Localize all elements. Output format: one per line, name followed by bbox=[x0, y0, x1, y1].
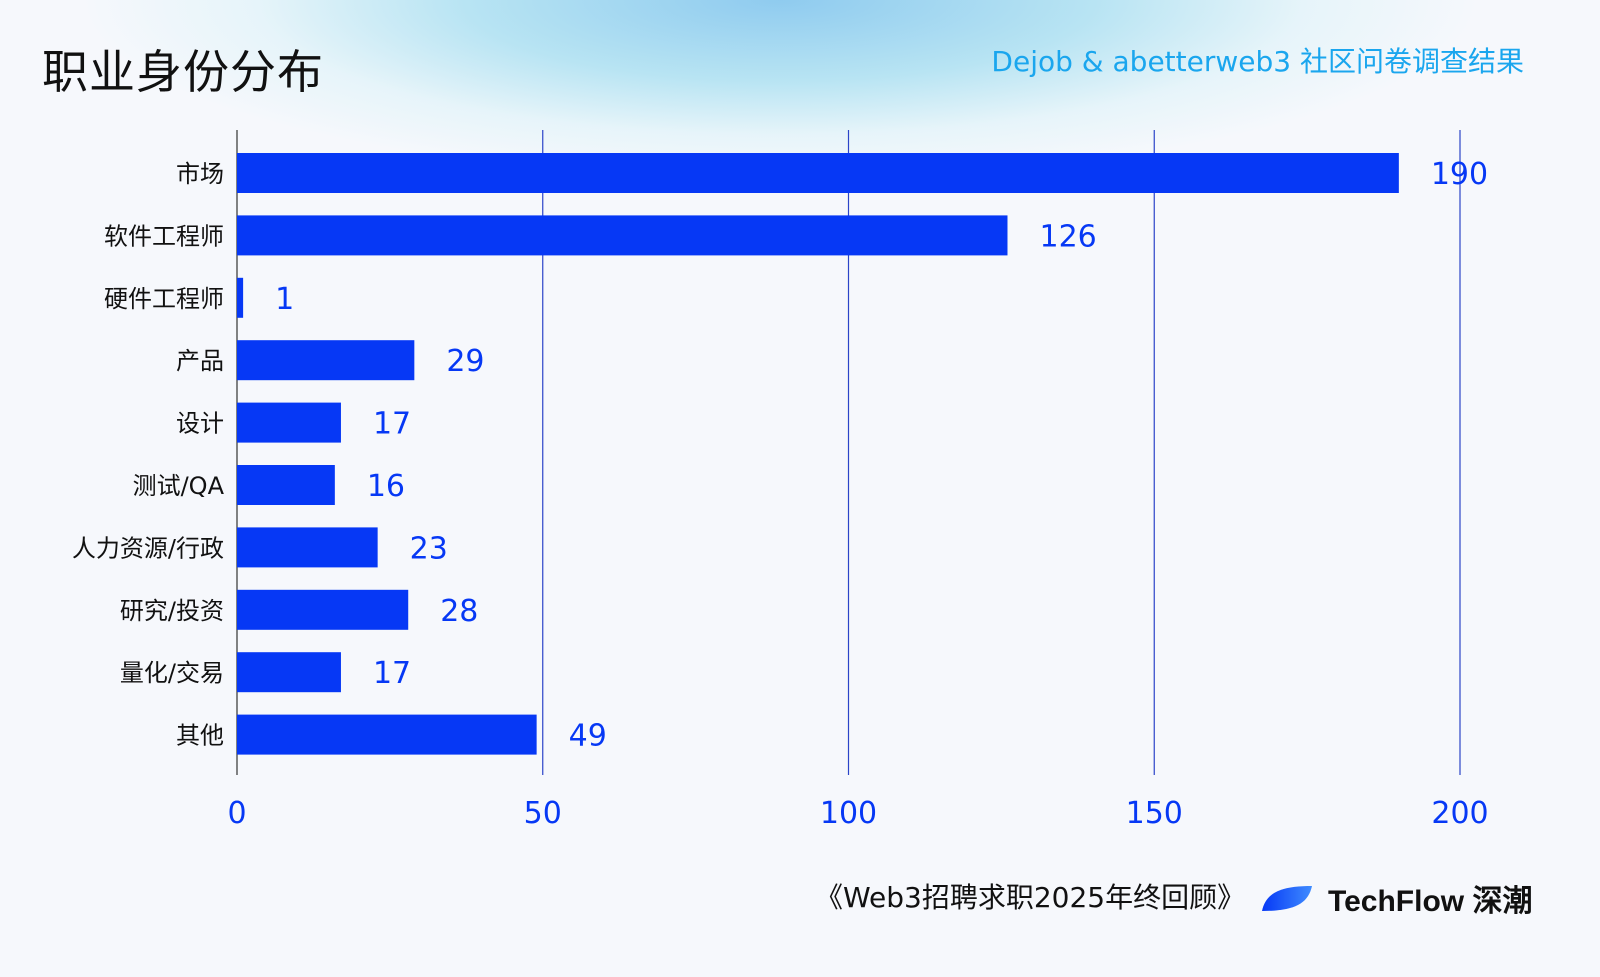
data-label: 23 bbox=[410, 531, 448, 566]
x-tick-label: 200 bbox=[1431, 796, 1488, 831]
techflow-leaf-icon bbox=[1262, 886, 1312, 911]
chart-title: 职业身份分布 bbox=[42, 45, 324, 99]
x-tick-label: 150 bbox=[1126, 796, 1183, 831]
category-label: 产品 bbox=[176, 347, 224, 375]
data-label: 49 bbox=[569, 719, 607, 754]
bar bbox=[237, 277, 244, 318]
category-label: 其他 bbox=[176, 722, 224, 750]
bar bbox=[237, 402, 341, 443]
x-tick-label: 50 bbox=[524, 796, 562, 831]
bar bbox=[237, 465, 335, 505]
brand-name: TechFlow 深潮 bbox=[1328, 885, 1533, 918]
category-label: 设计 bbox=[176, 410, 224, 438]
category-label: 测试/QA bbox=[133, 472, 225, 500]
data-label: 17 bbox=[373, 407, 411, 442]
x-tick-label: 100 bbox=[820, 796, 877, 831]
category-label: 软件工程师 bbox=[104, 222, 224, 250]
bar bbox=[237, 527, 378, 568]
brand-logo: TechFlow 深潮 bbox=[1260, 876, 1532, 920]
report-title: 《Web3招聘求职2025年终回顾》 bbox=[815, 881, 1246, 914]
data-label: 126 bbox=[1039, 219, 1096, 254]
data-label: 190 bbox=[1431, 157, 1488, 192]
data-label: 28 bbox=[440, 594, 478, 629]
bar bbox=[237, 215, 1008, 256]
data-label: 1 bbox=[275, 282, 294, 317]
bar bbox=[237, 652, 341, 693]
category-label: 研究/投资 bbox=[120, 597, 224, 625]
bar bbox=[237, 340, 415, 381]
data-label: 16 bbox=[367, 469, 405, 504]
category-label: 量化/交易 bbox=[120, 659, 224, 687]
chart-source: Dejob & abetterweb3 社区问卷调查结果 bbox=[991, 45, 1524, 78]
category-label: 市场 bbox=[176, 160, 224, 188]
category-label: 人力资源/行政 bbox=[72, 534, 224, 562]
data-label: 29 bbox=[446, 344, 484, 379]
bar bbox=[237, 589, 409, 630]
category-label: 硬件工程师 bbox=[104, 285, 224, 313]
bar bbox=[237, 714, 537, 755]
data-label: 17 bbox=[373, 656, 411, 691]
bar bbox=[237, 153, 1399, 193]
x-tick-label: 0 bbox=[227, 796, 246, 831]
